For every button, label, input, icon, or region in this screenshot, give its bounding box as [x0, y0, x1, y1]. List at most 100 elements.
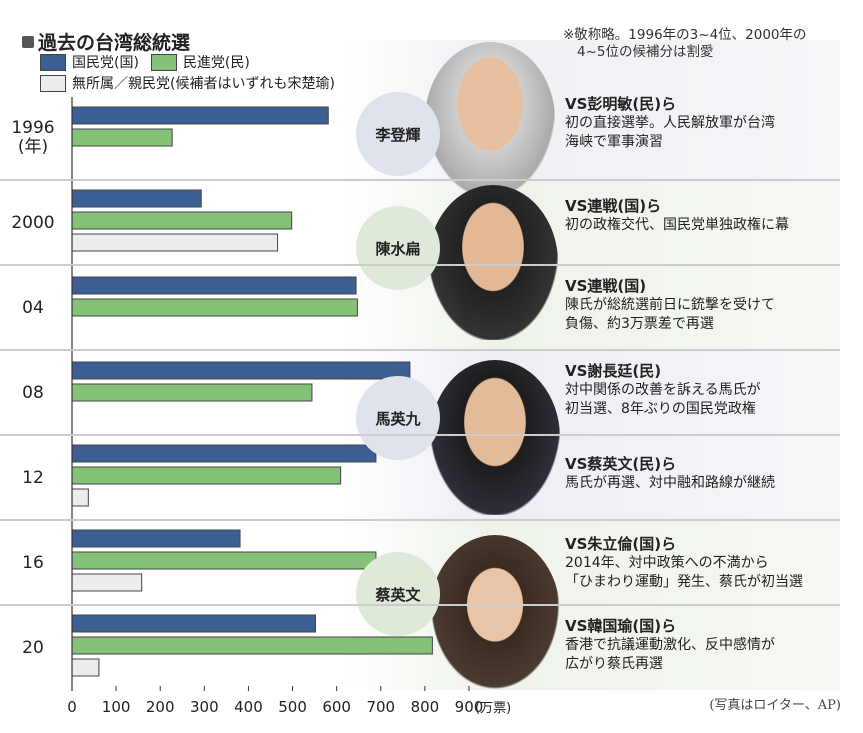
year-label: 16 [0, 554, 66, 573]
bar-20-series-2 [71, 658, 100, 677]
row-description: VS謝長廷(民) 対中関係の改善を訴える馬氏が 初当選、8年ぶりの国民党政権 [565, 362, 845, 419]
row-divider [0, 349, 840, 351]
winner-name-2016: 蔡英文 [356, 552, 440, 636]
x-tick-label: 500 [278, 698, 307, 716]
year-label: 2000 [0, 214, 66, 233]
opponent-label: VS連戦(国)ら [565, 197, 662, 215]
x-tick-label: 300 [190, 698, 219, 716]
note-line-1: ※敬称略。1996年の3~4位、2000年の [563, 27, 807, 43]
legend-other: 無所属／親民党(候補者はいずれも宋楚瑜) [72, 76, 335, 92]
x-tick-label: 900 [455, 698, 484, 716]
row-divider [0, 434, 840, 436]
bar-12-series-0 [71, 444, 377, 463]
legend-swatch-other [40, 74, 66, 92]
bar-1996-series-0 [71, 106, 329, 125]
bar-04-series-0 [71, 276, 357, 295]
x-axis-unit: (万票) [475, 701, 511, 716]
year-text: 1996 [11, 118, 55, 138]
year-unit: (年) [17, 137, 49, 157]
description-line: 馬氏が再選、対中融和路線が継続 [565, 475, 775, 491]
opponent-label: VS韓国瑜(国)ら [565, 617, 677, 635]
description-line: 「ひまわり運動」発生、蔡氏が初当選 [565, 574, 803, 590]
photo-credit: (写真はロイター、AP) [709, 698, 841, 713]
portrait-lee-teng-hui [425, 42, 555, 197]
portrait-chen-shui-bian [428, 185, 558, 340]
year-text: 20 [22, 638, 44, 658]
portrait-tsai-ing-wen [430, 535, 560, 690]
legend-row-2: 無所属／親民党(候補者はいずれも宋楚瑜) [40, 73, 335, 93]
x-tick-label: 0 [67, 698, 77, 716]
description-line: 負傷、約3万票差で再選 [565, 316, 714, 332]
bar-2000-series-1 [71, 211, 293, 230]
note: ※敬称略。1996年の3~4位、2000年の 4~5位の候補分は割愛 [563, 27, 807, 61]
row-description: VS朱立倫(国)ら 2014年、対中政策への不満から「ひまわり運動」発生、蔡氏が初… [565, 535, 845, 592]
row-divider [0, 604, 840, 606]
bar-20-series-1 [71, 636, 433, 655]
chart-title: 過去の台湾総統選 [22, 28, 190, 55]
opponent-label: VS蔡英文(民)ら [565, 455, 677, 473]
cube-icon [22, 36, 34, 48]
legend-kmt: 国民党(国) [72, 55, 139, 71]
description-line: 香港で抗議運動激化、反中感情が [565, 637, 775, 653]
bar-20-series-0 [71, 614, 316, 633]
year-label: 08 [0, 384, 66, 403]
description-line: 2014年、対中政策への不満から [565, 555, 769, 571]
year-text: 16 [22, 553, 44, 573]
bar-16-series-0 [71, 529, 241, 548]
winner-name-2008: 馬英九 [356, 376, 440, 460]
opponent-label: VS彭明敏(民)ら [565, 95, 677, 113]
bar-2000-series-2 [71, 233, 279, 252]
bar-1996-series-1 [71, 128, 173, 147]
opponent-label: VS連戦(国) [565, 277, 647, 295]
description-line: 海峡で軍事演習 [565, 134, 663, 150]
winner-name-1996: 李登輝 [356, 92, 440, 176]
year-label: 04 [0, 299, 66, 318]
x-tick-label: 800 [411, 698, 440, 716]
x-tick-label: 600 [322, 698, 351, 716]
winner-name-text: 李登輝 [375, 125, 421, 144]
year-text: 04 [22, 298, 44, 318]
bar-16-series-1 [71, 551, 377, 570]
winner-name-2000: 陳水扁 [356, 206, 440, 290]
legend-swatch-kmt [40, 53, 66, 71]
row-description: VS蔡英文(民)ら馬氏が再選、対中融和路線が継続 [565, 455, 845, 493]
legend-dpp: 民進党(民) [182, 55, 250, 71]
opponent-label: VS朱立倫(国)ら [565, 535, 677, 553]
year-text: 12 [22, 468, 44, 488]
row-description: VS韓国瑜(国)ら香港で抗議運動激化、反中感情が 広がり蔡氏再選 [565, 617, 845, 674]
bar-2000-series-0 [71, 189, 202, 208]
row-divider [0, 179, 840, 181]
row-description: VS彭明敏(民)ら初の直接選挙。人民解放軍が台湾 海峡で軍事演習 [565, 95, 845, 152]
x-tick-label: 100 [102, 698, 131, 716]
row-divider [0, 519, 840, 521]
row-description: VS連戦(国) 陳氏が総統選前日に銃撃を受けて 負傷、約3万票差で再選 [565, 277, 845, 334]
bar-16-series-2 [71, 573, 143, 592]
bar-08-series-0 [71, 361, 411, 380]
row-description: VS連戦(国)ら初の政権交代、国民党単独政権に幕 [565, 197, 845, 235]
note-line-2: 4~5位の候補分は割愛 [577, 44, 714, 60]
winner-name-text: 陳水扁 [375, 239, 421, 258]
bar-12-series-1 [71, 466, 342, 485]
x-tick-label: 200 [146, 698, 175, 716]
opponent-label: VS謝長廷(民) [565, 362, 662, 380]
description-line: 広がり蔡氏再選 [565, 656, 663, 672]
description-line: 対中関係の改善を訴える馬氏が [565, 382, 761, 398]
year-label: 1996 (年) [0, 119, 66, 157]
winner-name-text: 蔡英文 [375, 585, 421, 604]
row-divider [0, 264, 840, 266]
year-label: 20 [0, 639, 66, 658]
legend-swatch-dpp [150, 53, 177, 71]
x-tick-label: 400 [234, 698, 263, 716]
x-tick-label: 700 [366, 698, 395, 716]
description-line: 初当選、8年ぶりの国民党政権 [565, 401, 756, 417]
year-text: 08 [22, 383, 44, 403]
description-line: 初の直接選挙。人民解放軍が台湾 [565, 115, 775, 131]
description-line: 初の政権交代、国民党単独政権に幕 [565, 217, 789, 233]
title-text: 過去の台湾総統選 [38, 32, 191, 54]
bar-08-series-1 [71, 383, 313, 402]
bar-04-series-1 [71, 298, 358, 317]
portrait-ma-ying-jeou [430, 360, 560, 515]
year-label: 12 [0, 469, 66, 488]
